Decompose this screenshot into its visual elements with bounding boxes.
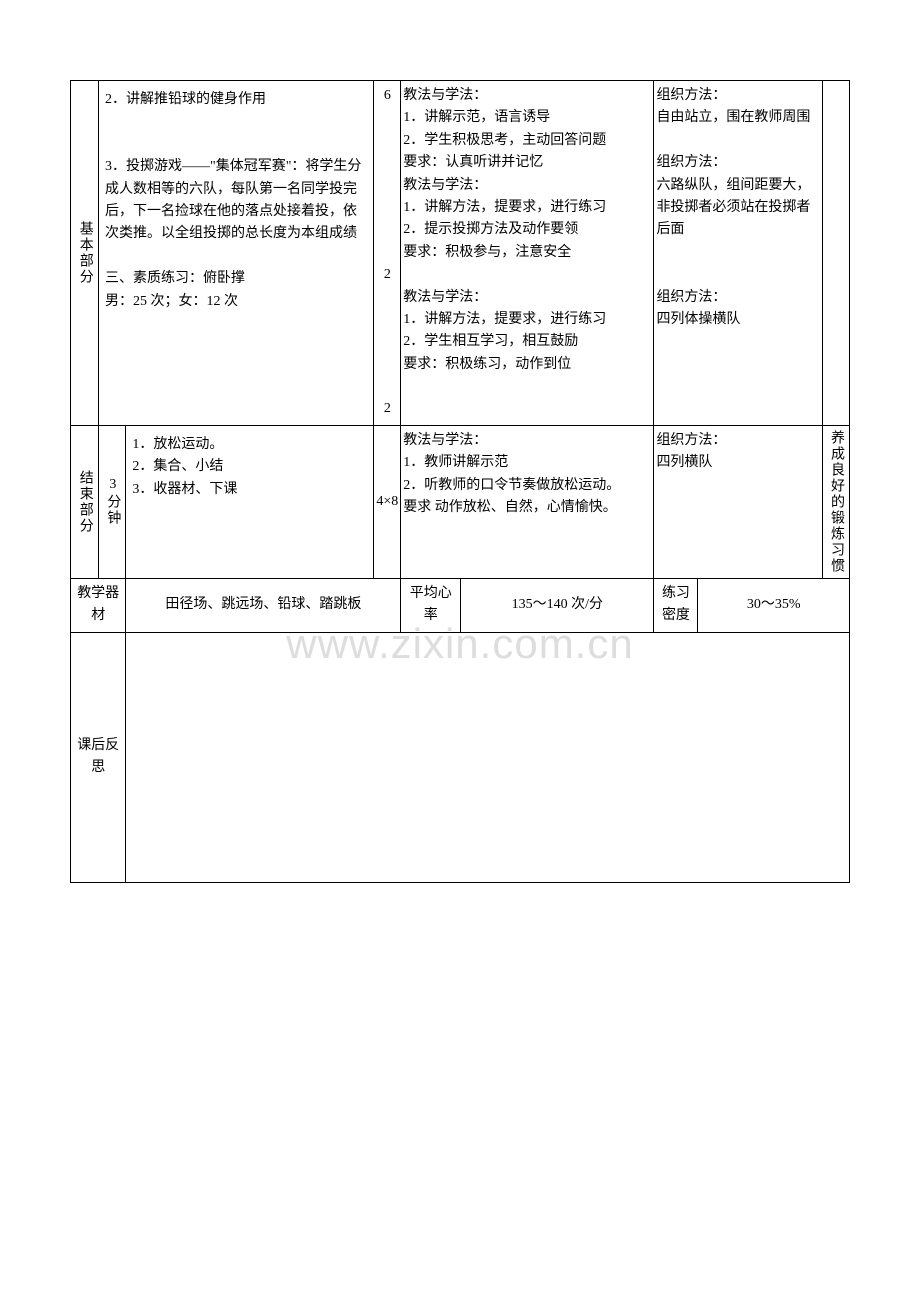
basic-time1: 6 <box>376 85 398 107</box>
method2-line1: 1．讲解方法，提要求，进行练习 <box>403 197 651 219</box>
ending-method-title: 教法与学法： <box>403 430 651 452</box>
heartrate-value: 135～140 次/分 <box>461 578 654 632</box>
method2-title: 教法与学法： <box>403 175 651 197</box>
ending-time-cell: 4×8 <box>374 425 401 578</box>
method2-line2: 2．提示投掷方法及动作要领 <box>403 219 651 241</box>
ending-duration: 3分钟 <box>99 425 126 578</box>
ending-line3: 3．收器材、下课 <box>132 479 367 501</box>
ending-org-title: 组织方法： <box>656 430 819 452</box>
ending-line1: 1．放松运动。 <box>132 434 367 456</box>
org2-title: 组织方法： <box>656 152 819 174</box>
basic-time2: 2 <box>376 264 398 286</box>
equipment-value: 田径场、跳远场、铅球、踏跳板 <box>126 578 401 632</box>
ending-method-line2: 2．听教师的口令节奏做放松运动。 <box>403 475 651 497</box>
basic-item4: 三、素质练习：俯卧撑 <box>105 268 367 290</box>
ending-line2: 2．集合、小结 <box>132 456 367 478</box>
basic-item5: 男：25 次；女：12 次 <box>105 291 367 313</box>
org1-text: 自由站立，围在教师周围 <box>656 107 819 129</box>
basic-content-cell: 2．讲解推铅球的健身作用 3．投掷游戏——"集体冠军赛"：将学生分成人数相等的六… <box>99 81 374 426</box>
ending-section-label: 结束部分 <box>71 425 99 578</box>
density-value: 30～35% <box>698 578 850 632</box>
method2-req: 要求：积极参与，注意安全 <box>403 242 651 264</box>
ending-org-cell: 组织方法： 四列横队 <box>654 425 822 578</box>
basic-item2: 2．讲解推铅球的健身作用 <box>105 89 367 111</box>
ending-time: 4×8 <box>376 494 398 509</box>
heartrate-label: 平均心率 <box>401 578 461 632</box>
org3-title: 组织方法： <box>656 287 819 309</box>
basic-section-label: 基本部分 <box>71 81 99 426</box>
ending-note: 养成良好的锻炼习惯 <box>822 425 849 578</box>
basic-time-cell: 6 2 2 <box>374 81 401 426</box>
org1-title: 组织方法： <box>656 85 819 107</box>
method3-line1: 1．讲解方法，提要求，进行练习 <box>403 309 651 331</box>
method1-line1: 1．讲解示范，语言诱导 <box>403 107 651 129</box>
method3-title: 教法与学法： <box>403 287 651 309</box>
reflection-content <box>126 632 850 882</box>
lesson-plan-table: 基本部分 2．讲解推铅球的健身作用 3．投掷游戏——"集体冠军赛"：将学生分成人… <box>70 80 850 883</box>
method1-line2: 2．学生积极思考，主动回答问题 <box>403 130 651 152</box>
basic-org-cell: 组织方法： 自由站立，围在教师周围 组织方法： 六路纵队，组间距要大，非投掷者必… <box>654 81 822 426</box>
basic-empty-note <box>822 81 849 426</box>
basic-item3: 3．投掷游戏——"集体冠军赛"：将学生分成人数相等的六队，每队第一名同学投完后，… <box>105 156 367 246</box>
basic-method-cell: 教法与学法： 1．讲解示范，语言诱导 2．学生积极思考，主动回答问题 要求：认真… <box>401 81 654 426</box>
reflection-label: 课后反思 <box>71 632 126 882</box>
ending-method-req: 要求 动作放松、自然，心情愉快。 <box>403 497 651 519</box>
ending-method-cell: 教法与学法： 1．教师讲解示范 2．听教师的口令节奏做放松运动。 要求 动作放松… <box>401 425 654 578</box>
equipment-label: 教学器材 <box>71 578 126 632</box>
method1-req: 要求：认真听讲并记忆 <box>403 152 651 174</box>
method1-title: 教法与学法： <box>403 85 651 107</box>
ending-org-text: 四列横队 <box>656 452 819 474</box>
density-label: 练习密度 <box>654 578 698 632</box>
ending-method-line1: 1．教师讲解示范 <box>403 452 651 474</box>
ending-content-cell: 1．放松运动。 2．集合、小结 3．收器材、下课 <box>126 425 374 578</box>
org3-text: 四列体操横队 <box>656 309 819 331</box>
method3-line2: 2．学生相互学习，相互鼓励 <box>403 331 651 353</box>
org2-text: 六路纵队，组间距要大，非投掷者必须站在投掷者后面 <box>656 175 819 242</box>
method3-req: 要求：积极练习，动作到位 <box>403 354 651 376</box>
basic-time3: 2 <box>376 398 398 420</box>
